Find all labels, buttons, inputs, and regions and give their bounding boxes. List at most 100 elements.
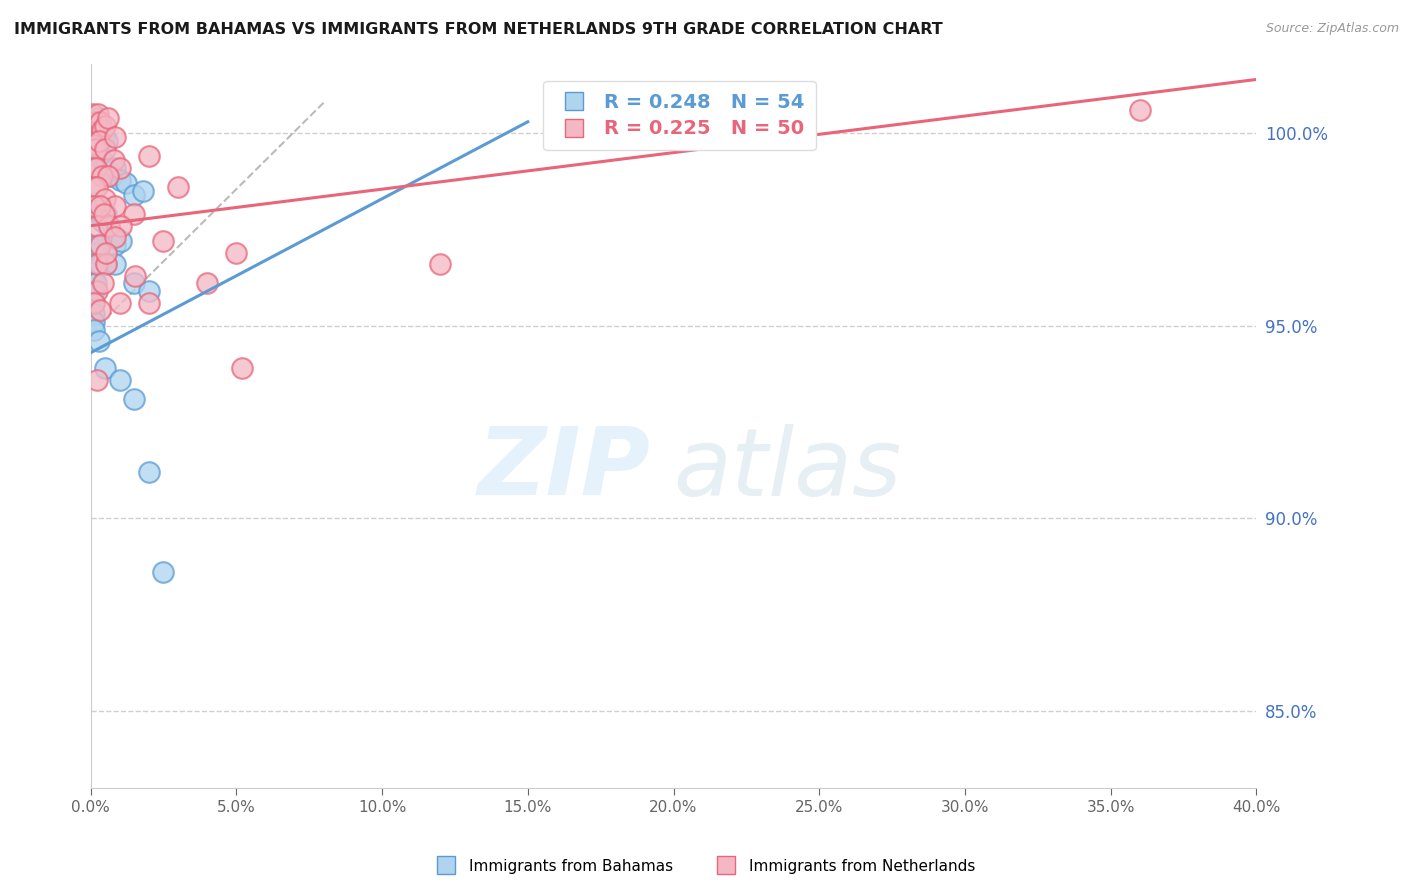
Point: [124, 268, 146, 283]
Text: atlas: atlas: [673, 424, 901, 515]
Point: [231, 361, 253, 376]
Point: [86, 111, 108, 125]
Point: [89, 334, 111, 349]
Point: [100, 230, 122, 244]
Point: [83, 277, 105, 291]
Point: [94, 192, 117, 206]
Point: [91, 277, 114, 291]
Point: [83, 242, 105, 256]
Point: [91, 169, 114, 183]
Point: [83, 295, 105, 310]
Point: [89, 303, 111, 318]
Point: [89, 238, 111, 252]
Point: [103, 230, 125, 244]
Point: [82, 122, 104, 136]
Point: [83, 137, 105, 152]
Point: [152, 565, 174, 579]
Point: [101, 169, 124, 183]
Legend: Immigrants from Bahamas, Immigrants from Netherlands: Immigrants from Bahamas, Immigrants from…: [425, 853, 981, 880]
Point: [124, 277, 146, 291]
Point: [96, 134, 118, 148]
Point: [83, 245, 105, 260]
Point: [86, 257, 108, 271]
Point: [83, 323, 105, 337]
Point: [83, 295, 105, 310]
Text: ZIP: ZIP: [477, 424, 650, 516]
Point: [86, 142, 108, 156]
Point: [98, 165, 121, 179]
Y-axis label: 9th Grade: 9th Grade: [0, 387, 7, 465]
Point: [86, 277, 108, 291]
Point: [83, 195, 105, 210]
Point: [87, 107, 110, 121]
Point: [152, 234, 174, 248]
Point: [89, 115, 111, 129]
Point: [86, 238, 108, 252]
Point: [103, 199, 125, 213]
Point: [87, 122, 110, 136]
Point: [97, 219, 120, 233]
Point: [103, 130, 125, 145]
Point: [83, 115, 105, 129]
Point: [91, 215, 114, 229]
Point: [83, 307, 105, 321]
Point: [1129, 103, 1152, 118]
Point: [89, 207, 111, 221]
Point: [97, 219, 120, 233]
Point: [94, 361, 117, 376]
Point: [93, 207, 115, 221]
Point: [94, 142, 117, 156]
Point: [94, 257, 117, 271]
Point: [93, 130, 115, 145]
Point: [83, 284, 105, 298]
Point: [124, 207, 146, 221]
Point: [86, 161, 108, 175]
Point: [108, 373, 131, 387]
Point: [124, 188, 146, 202]
Point: [132, 184, 155, 198]
Point: [110, 219, 132, 233]
Point: [104, 238, 127, 252]
Point: [94, 207, 117, 221]
Point: [86, 149, 108, 163]
Point: [94, 257, 117, 271]
Point: [86, 203, 108, 218]
Point: [138, 284, 160, 298]
Point: [195, 277, 218, 291]
Point: [96, 111, 118, 125]
Text: IMMIGRANTS FROM BAHAMAS VS IMMIGRANTS FROM NETHERLANDS 9TH GRADE CORRELATION CHA: IMMIGRANTS FROM BAHAMAS VS IMMIGRANTS FR…: [14, 22, 943, 37]
Point: [138, 295, 160, 310]
Point: [83, 145, 105, 160]
Point: [167, 180, 190, 194]
Point: [90, 126, 112, 140]
Point: [84, 119, 107, 133]
Point: [86, 180, 108, 194]
Point: [108, 295, 131, 310]
Legend: R = 0.248   N = 54, R = 0.225   N = 50: R = 0.248 N = 54, R = 0.225 N = 50: [543, 81, 815, 150]
Point: [94, 161, 117, 175]
Point: [84, 115, 107, 129]
Point: [86, 219, 108, 233]
Point: [103, 153, 125, 168]
Point: [93, 119, 115, 133]
Point: [82, 107, 104, 121]
Point: [89, 115, 111, 129]
Text: Source: ZipAtlas.com: Source: ZipAtlas.com: [1265, 22, 1399, 36]
Point: [89, 134, 111, 148]
Point: [108, 172, 131, 186]
Point: [83, 180, 105, 194]
Point: [138, 465, 160, 479]
Point: [104, 161, 127, 175]
Point: [114, 177, 136, 191]
Point: [104, 257, 127, 271]
Point: [89, 145, 111, 160]
Point: [429, 257, 451, 271]
Point: [108, 161, 131, 175]
Point: [86, 373, 108, 387]
Point: [84, 142, 107, 156]
Point: [94, 245, 117, 260]
Point: [138, 149, 160, 163]
Point: [89, 199, 111, 213]
Point: [83, 161, 105, 175]
Point: [83, 199, 105, 213]
